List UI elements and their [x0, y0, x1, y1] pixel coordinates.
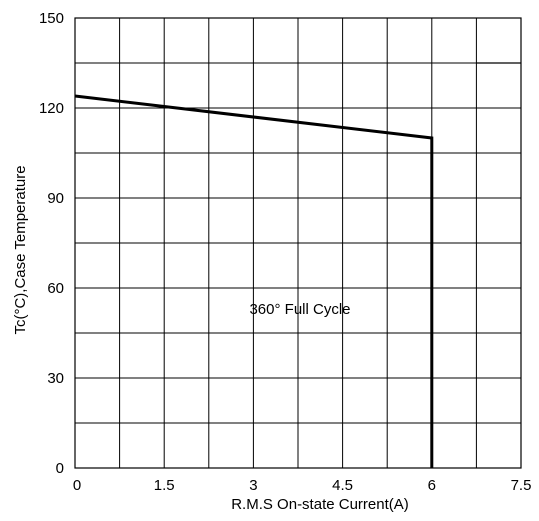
y-tick-labels: 0 30 60 90 120 150: [39, 10, 64, 477]
grid-lines: [75, 18, 521, 468]
series-line: [74, 94, 434, 468]
x-axis-title: R.M.S On-state Current(A): [231, 496, 409, 513]
y-tick-label: 90: [47, 190, 64, 207]
y-tick-label: 60: [47, 280, 64, 297]
x-tick-label: 6: [428, 477, 436, 494]
x-tick-labels: 0 1.5 3 4.5 6 7.5: [73, 477, 532, 494]
x-tick-label: 3: [249, 477, 257, 494]
x-tick-label: 0: [73, 477, 81, 494]
y-tick-label: 150: [39, 10, 64, 27]
y-tick-label: 120: [39, 100, 64, 117]
x-tick-label: 4.5: [332, 477, 353, 494]
x-tick-label: 7.5: [511, 477, 532, 494]
plot-frame: [74, 17, 522, 469]
annotation-text: 360° Full Cycle: [249, 301, 350, 318]
x-tick-label: 1.5: [154, 477, 175, 494]
y-tick-label: 30: [47, 370, 64, 387]
y-axis-title: Tc(°C),Case Temperature: [12, 165, 29, 334]
y-tick-label: 0: [56, 460, 64, 477]
